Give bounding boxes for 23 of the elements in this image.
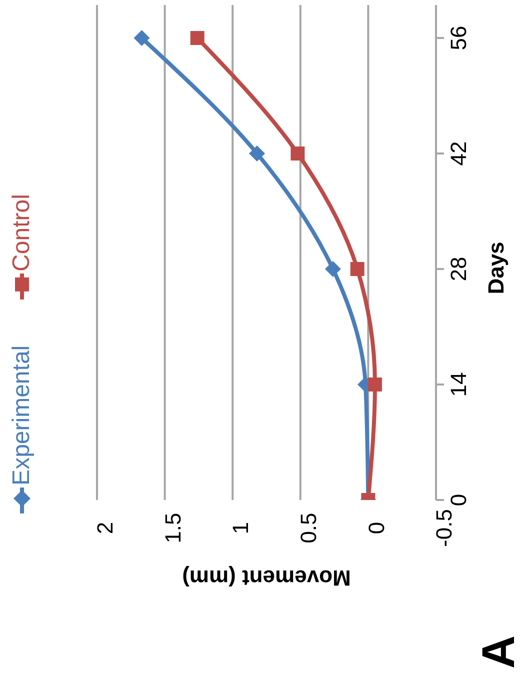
y-axis-title: Days [484,242,508,294]
x-tick-label: 2 [92,522,118,534]
point [134,30,150,46]
x-axis-title: Movement (mm) [182,566,351,590]
y-tick-label: 14 [446,372,471,397]
y-tick-label: 42 [446,141,471,166]
y-tick-label: 28 [446,256,471,282]
y-tick-label: 56 [446,26,471,50]
text: A [472,635,522,669]
text: Control [8,194,36,271]
x-tick-label: 1.5 [160,512,186,544]
point [368,378,382,392]
point [190,31,204,45]
point [290,146,305,160]
y-tick-label: 0 [446,494,471,506]
x-tick-label: 1 [228,522,254,534]
x-tick-label: -0.5 [432,509,457,547]
x-tick-label: 0 [364,522,389,534]
point [324,261,341,277]
point [249,146,266,162]
point [350,262,364,276]
text: Experimental [8,344,36,485]
x-tick-label: 0.5 [296,512,322,544]
